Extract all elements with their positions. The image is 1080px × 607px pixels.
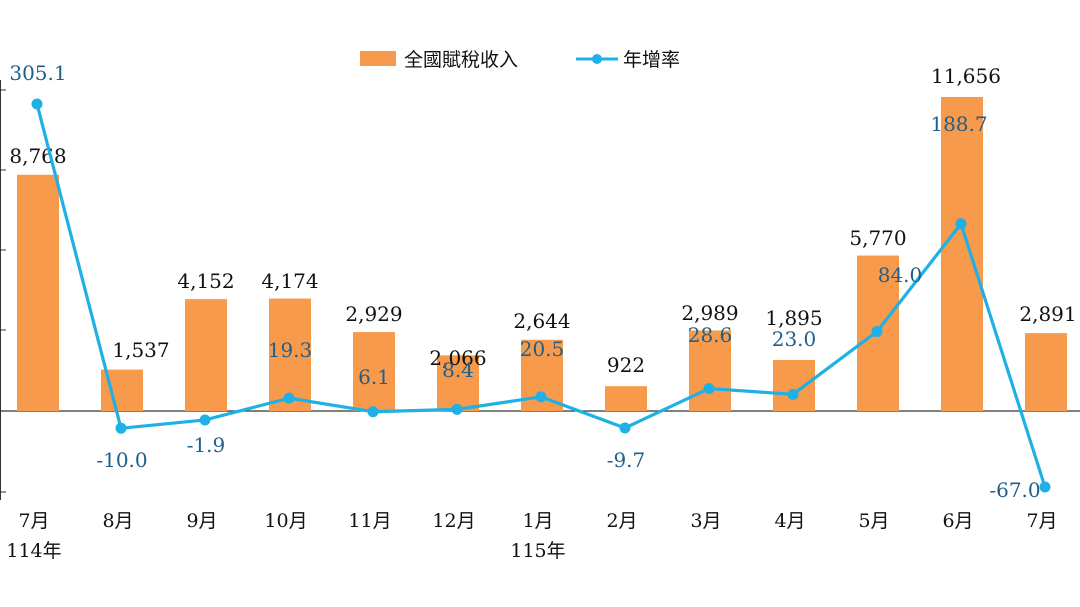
growth-rate-value-label: 6.1 [358, 365, 390, 389]
growth-rate-value-label: -9.7 [607, 448, 646, 472]
x-tick-label: 11月 [348, 510, 391, 532]
x-year-label: 114年 [6, 540, 61, 562]
growth-rate-point [1039, 481, 1051, 493]
growth-rate-point [367, 406, 379, 418]
growth-rate-line [31, 98, 1051, 493]
x-tick-label: 9月 [186, 510, 217, 532]
x-axis-year-labels: 114年 115年 [6, 540, 565, 562]
legend-swatch-revenue [360, 51, 396, 66]
x-tick-label: 2月 [606, 510, 637, 532]
x-tick-label: 12月 [432, 510, 475, 532]
revenue-bar [353, 332, 395, 411]
growth-rate-point [31, 98, 43, 110]
growth-rate-value-label: 19.3 [268, 338, 313, 362]
growth-rate-value-label: 8.4 [442, 358, 474, 382]
legend-label-revenue: 全國賦稅收入 [404, 49, 518, 71]
growth-rate-value-label: 23.0 [772, 327, 817, 351]
growth-rate-point [451, 403, 463, 415]
revenue-value-label: 2,929 [345, 302, 402, 326]
revenue-value-label: 2,989 [681, 301, 738, 325]
x-tick-label: 6月 [942, 510, 973, 532]
x-tick-label: 3月 [690, 510, 721, 532]
revenue-value-label: 922 [607, 353, 645, 377]
x-tick-label: 1月 [522, 510, 553, 532]
revenue-value-label: 1,895 [765, 306, 822, 330]
revenue-value-label: 2,644 [513, 309, 570, 333]
revenue-bar [17, 174, 59, 411]
growth-rate-point [115, 422, 127, 434]
revenue-value-label: 2,066 [429, 346, 486, 370]
x-tick-label: 10月 [264, 510, 307, 532]
growth-rate-point [787, 388, 799, 400]
revenue-value-label: 4,174 [261, 269, 318, 293]
legend-swatch-rate-marker [592, 54, 602, 64]
growth-rate-point [199, 414, 211, 426]
x-tick-label: 5月 [858, 510, 889, 532]
growth-rate-point [955, 218, 967, 230]
revenue-bar [1025, 333, 1067, 411]
growth-rate-point [871, 326, 883, 338]
revenue-bar [185, 299, 227, 411]
x-tick-label: 7月 [1026, 510, 1057, 532]
x-tick-label: 4月 [774, 510, 805, 532]
growth-rate-value-label: 305.1 [9, 61, 66, 85]
revenue-value-label: 2,891 [1019, 302, 1076, 326]
revenue-value-label: 11,656 [931, 64, 1001, 88]
growth-rate-point [535, 391, 547, 403]
revenue-bar-labels: 8,768 1,537 4,152 4,174 2,929 2,066 2,644 922 2,… [9, 64, 1076, 377]
revenue-value-label: 4,152 [177, 269, 234, 293]
revenue-value-label: 8,768 [9, 144, 66, 168]
x-tick-label: 8月 [102, 510, 133, 532]
revenue-bar [269, 298, 311, 411]
growth-rate-value-label: -10.0 [96, 448, 147, 472]
revenue-bar [773, 359, 815, 411]
x-year-label: 115年 [510, 540, 565, 562]
x-axis-tick-labels: 7月 8月 9月 10月 11月 12月 1月 2月 3月 4月 5月 6月 7月 [18, 510, 1057, 532]
revenue-value-label: 1,537 [112, 338, 169, 362]
x-tick-label: 7月 [18, 510, 49, 532]
growth-rate-value-label: 188.7 [930, 112, 987, 136]
growth-rate-point [619, 422, 631, 434]
growth-rate-value-label: -67.0 [989, 478, 1040, 502]
revenue-value-label: 5,770 [849, 226, 906, 250]
growth-rate-labels: 305.1 -10.0 -1.9 19.3 6.1 8.4 20.5 -9.7 28.6 23.0… [9, 61, 1040, 502]
legend: 全國賦稅收入 年增率 [360, 49, 680, 71]
revenue-bars [17, 97, 1067, 411]
revenue-bar [437, 355, 479, 411]
legend-label-rate: 年增率 [623, 49, 680, 71]
growth-rate-value-label: 84.0 [878, 263, 923, 287]
revenue-bar [605, 386, 647, 411]
revenue-bar [941, 97, 983, 411]
revenue-bar [689, 330, 731, 411]
growth-rate-point [703, 383, 715, 395]
growth-rate-value-label: 28.6 [688, 323, 733, 347]
growth-rate-value-label: -1.9 [187, 433, 226, 457]
growth-rate-point [283, 392, 295, 404]
growth-rate-value-label: 20.5 [520, 337, 565, 361]
